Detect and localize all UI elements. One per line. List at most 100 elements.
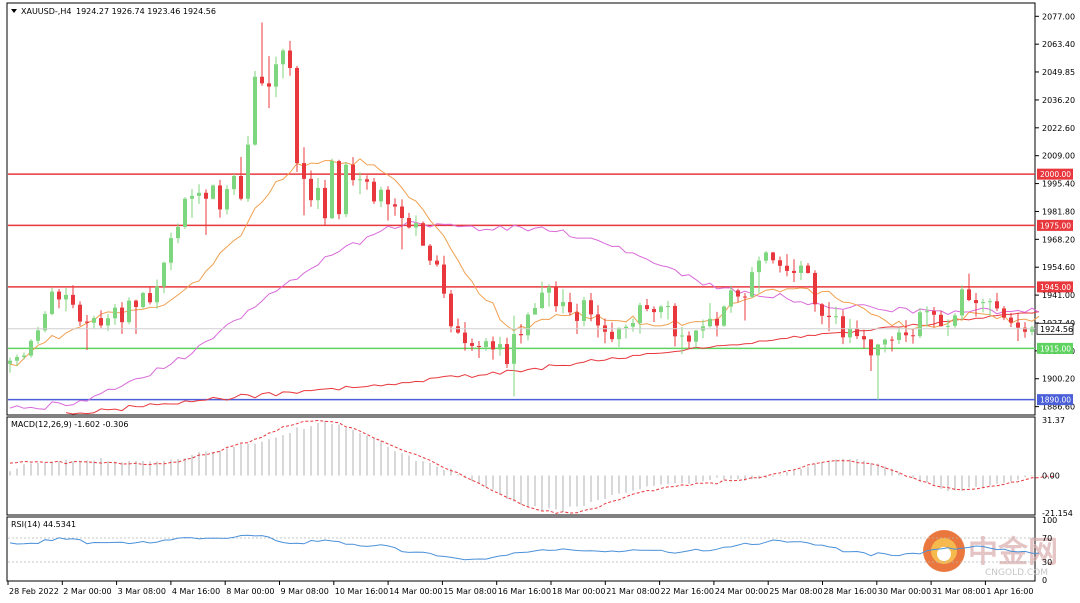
candle-body bbox=[204, 192, 208, 199]
candle-body bbox=[295, 67, 299, 164]
rsi-panel-frame bbox=[6, 516, 1036, 582]
candle-body bbox=[743, 296, 747, 298]
candle-body bbox=[589, 300, 593, 315]
candle-body bbox=[967, 289, 971, 301]
candle-body bbox=[372, 181, 376, 202]
date-tick-label: 18 Mar 00:00 bbox=[552, 587, 605, 596]
level-2000-tag: 2000.00 bbox=[1040, 170, 1071, 179]
level-1915-tag: 1915.00 bbox=[1040, 344, 1071, 353]
ma-mid-line bbox=[9, 220, 1040, 410]
candle-body bbox=[596, 314, 600, 326]
candle-body bbox=[64, 294, 68, 300]
level-1975-tag: 1975.00 bbox=[1040, 221, 1071, 230]
date-tick-label: 15 Mar 08:00 bbox=[443, 587, 496, 596]
candle-body bbox=[568, 302, 572, 313]
candle-body bbox=[652, 309, 656, 313]
candle-body bbox=[260, 76, 264, 84]
candle-body bbox=[939, 314, 943, 327]
rsi-label: RSI(14) 44.5341 bbox=[11, 520, 76, 529]
candle-body bbox=[715, 318, 719, 326]
candle-body bbox=[379, 189, 383, 202]
axis-layer: 2077.00 2063.40 2049.85 2036.20 2022.60 2009.… bbox=[7, 12, 1075, 596]
date-tick-label: 22 Mar 16:00 bbox=[661, 587, 714, 596]
candle-body bbox=[1009, 317, 1013, 323]
candle-body bbox=[904, 332, 908, 336]
candle-body bbox=[253, 76, 257, 145]
symbol-label: XAUUSD-,H4 bbox=[21, 7, 71, 16]
ma-slow-line bbox=[65, 311, 1040, 415]
candle-body bbox=[1016, 322, 1020, 328]
candle-body bbox=[582, 300, 586, 321]
candle-body bbox=[554, 287, 558, 307]
candle-body bbox=[155, 286, 159, 303]
date-tick-label: 24 Mar 00:00 bbox=[715, 587, 768, 596]
candle-body bbox=[50, 291, 54, 314]
main-price-layer bbox=[8, 22, 1041, 415]
date-tick-label: 30 Mar 00:00 bbox=[878, 587, 931, 596]
candle-body bbox=[176, 226, 180, 239]
candle-body bbox=[218, 185, 222, 210]
candle-body bbox=[232, 175, 236, 190]
candle-body bbox=[547, 287, 551, 293]
macd-label: MACD(12,26,9) -1.602 -0.306 bbox=[11, 420, 128, 429]
rsi-layer bbox=[8, 534, 1040, 563]
candle-body bbox=[988, 301, 992, 303]
date-tick-label: 8 Mar 00:00 bbox=[226, 587, 274, 596]
candle-body bbox=[120, 307, 124, 323]
candle-body bbox=[736, 290, 740, 297]
candle-body bbox=[169, 238, 173, 263]
main-panel-frame bbox=[6, 2, 1036, 416]
rsi-tick-label: 100 bbox=[1042, 516, 1057, 525]
candle-body bbox=[960, 289, 964, 316]
macd-panel-frame bbox=[6, 416, 1036, 516]
candle-body bbox=[645, 305, 649, 310]
candle-body bbox=[267, 83, 271, 87]
candle-body bbox=[211, 185, 215, 199]
candle-body bbox=[358, 179, 362, 181]
candle-body bbox=[876, 344, 880, 356]
candle-body bbox=[764, 252, 768, 261]
candle-body bbox=[526, 314, 530, 336]
date-tick-label: 2 Mar 00:00 bbox=[63, 587, 111, 596]
price-tick-label: 2009.00 bbox=[1042, 152, 1075, 161]
candle-body bbox=[239, 175, 243, 199]
candle-body bbox=[512, 334, 516, 364]
candle-body bbox=[8, 360, 12, 364]
candle-body bbox=[617, 328, 621, 340]
candle-body bbox=[435, 260, 439, 265]
candle-body bbox=[400, 206, 404, 219]
candle-body bbox=[785, 265, 789, 271]
candle-body bbox=[470, 343, 474, 346]
candle-body bbox=[750, 272, 754, 297]
candle-body bbox=[330, 161, 334, 219]
candle-body bbox=[386, 189, 390, 205]
candle-body bbox=[288, 50, 292, 68]
candle-body bbox=[71, 294, 75, 305]
date-tick-label: 9 Mar 08:00 bbox=[281, 587, 329, 596]
candle-body bbox=[302, 163, 306, 179]
candle-body bbox=[540, 292, 544, 309]
candle-body bbox=[463, 332, 467, 344]
candle-body bbox=[190, 195, 194, 199]
date-tick-label: 28 Feb 2022 bbox=[9, 587, 59, 596]
candle-body bbox=[771, 252, 775, 261]
candle-body bbox=[498, 344, 502, 350]
candle-body bbox=[246, 144, 250, 199]
candle-body bbox=[610, 331, 614, 340]
candle-body bbox=[995, 301, 999, 309]
date-tick-label: 16 Mar 16:00 bbox=[498, 587, 551, 596]
candle-body bbox=[687, 335, 691, 342]
dropdown-arrow-icon[interactable] bbox=[11, 9, 17, 13]
candle-body bbox=[575, 312, 579, 321]
price-tick-label: 1941.00 bbox=[1042, 291, 1075, 300]
price-tick-label: 1968.20 bbox=[1042, 235, 1075, 244]
candle-body bbox=[57, 291, 61, 300]
candle-body bbox=[484, 341, 488, 347]
candle-body bbox=[148, 293, 152, 303]
candle-body bbox=[974, 300, 978, 304]
candle-body bbox=[1030, 327, 1034, 332]
level-1945-tag: 1945.00 bbox=[1040, 283, 1071, 292]
candle-body bbox=[337, 161, 341, 215]
cngold-watermark: 中金网 CNGOLD.COM bbox=[923, 530, 1058, 578]
